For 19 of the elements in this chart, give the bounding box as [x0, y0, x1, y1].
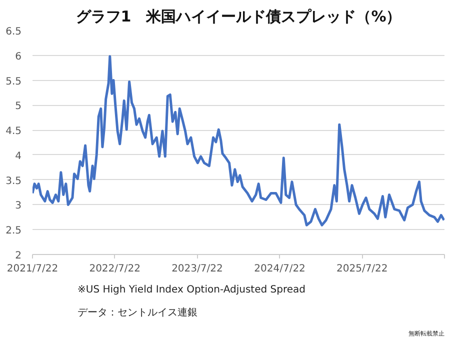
y-tick-label: 6	[15, 51, 22, 62]
y-tick-label: 3.5	[6, 176, 22, 187]
y-tick-label: 5	[15, 101, 22, 112]
line-series	[32, 55, 444, 226]
text: ※US High Yield Index Option-Adjusted Spread	[78, 284, 306, 296]
y-tick-label: 2	[15, 250, 22, 262]
y-tick-label: 2.5	[6, 226, 22, 237]
y-tick-label: 6.5	[6, 26, 22, 38]
x-tick-label: 2023/7/22	[172, 264, 223, 274]
y-tick-label: 4	[15, 150, 22, 162]
y-tick-label: 3	[15, 200, 22, 212]
y-tick-label: 5.5	[6, 76, 22, 88]
x-tick-label: 2024/7/22	[254, 264, 306, 274]
chart-title: グラフ1 米国ハイイールド債スプレッド（%）	[76, 8, 402, 26]
x-tick-label: 2021/7/22	[6, 264, 58, 274]
x-tick-label: 2022/7/22	[89, 264, 140, 274]
text: データ：セントルイス連銀	[78, 306, 198, 318]
x-tick-label: 2025/7/22	[336, 264, 388, 274]
y-tick-label: 4.5	[6, 126, 22, 138]
